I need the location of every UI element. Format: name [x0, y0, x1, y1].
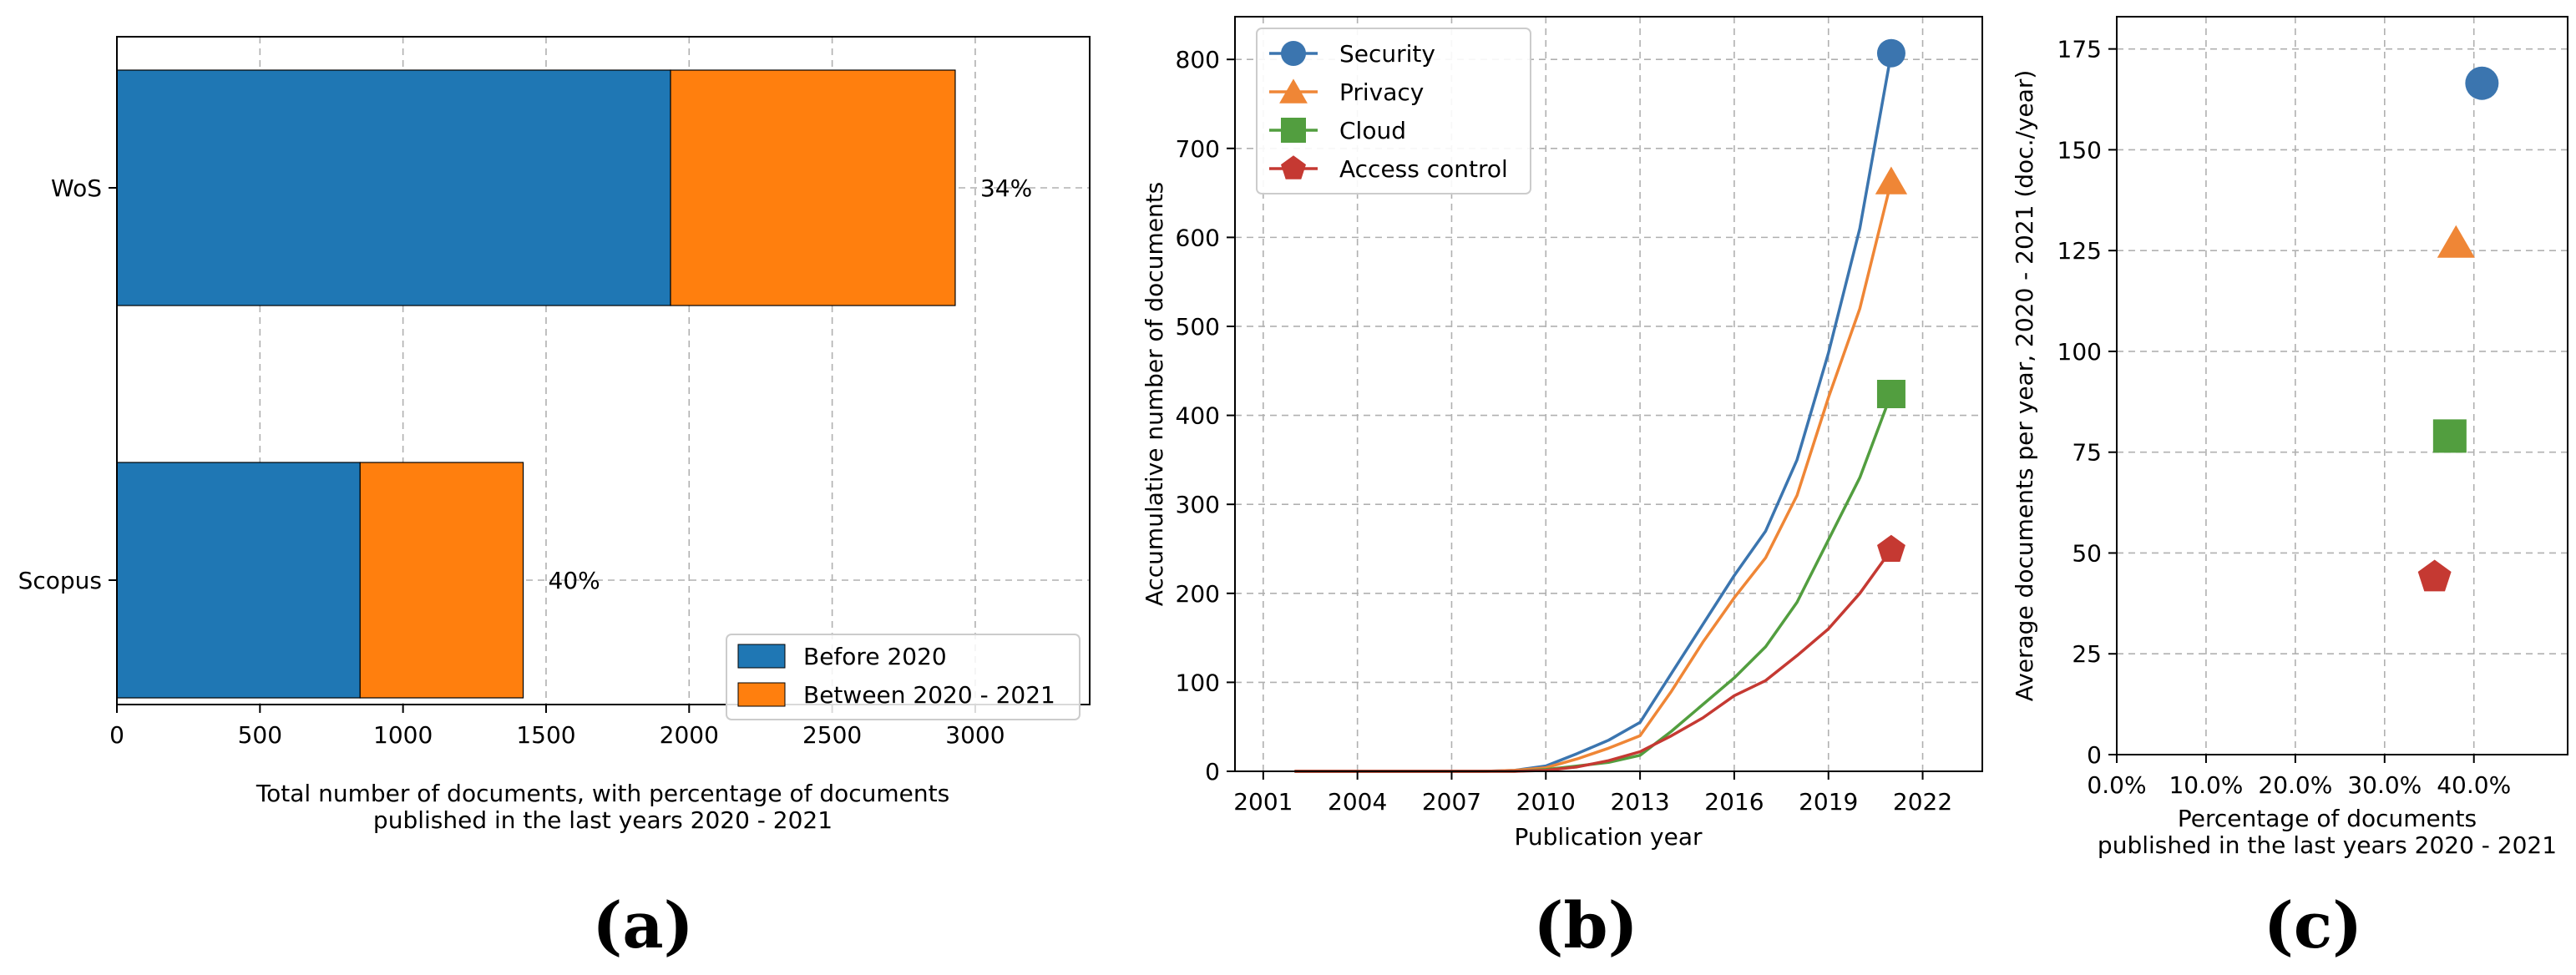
legend-label-cloud: Cloud — [1339, 117, 1406, 144]
x-tick-label-2500: 2500 — [802, 721, 862, 749]
x-tick-label-1000: 1000 — [373, 721, 433, 749]
panel-b-x-ticks: 2001 2004 2007 2010 2013 2016 2019 2022 — [1233, 771, 1952, 816]
legend-label-access-control: Access control — [1339, 155, 1508, 183]
y-tick-label-100: 100 — [1176, 669, 1220, 696]
x-tick-label-0: 0 — [109, 721, 124, 749]
legend-swatch-between-2020-2021 — [737, 682, 786, 707]
marker-privacy-2021 — [1875, 166, 1908, 194]
bar-wos-before-2020 — [116, 69, 671, 306]
bar-scopus-between-2020-2021 — [359, 462, 524, 699]
x-tick-label-2019: 2019 — [1799, 788, 1858, 816]
panel-c-gridlines — [2117, 17, 2568, 755]
panel-a-annotations: 40% 34% — [549, 174, 1033, 594]
annotation-scopus: 40% — [549, 567, 600, 594]
legend-marker-cloud — [1281, 118, 1306, 143]
marker-security-2021 — [1876, 38, 1905, 68]
legend-label-between-2020-2021: Between 2020 - 2021 — [803, 681, 1055, 709]
x-tick-label-2010: 2010 — [1516, 788, 1576, 816]
point-privacy — [2437, 225, 2475, 258]
y-tick-label-200: 200 — [1176, 580, 1220, 608]
panel-b-caption: (b) — [1533, 888, 1637, 962]
panel-a-caption: (a) — [592, 888, 693, 962]
x-tick-label-0: 0.0% — [2087, 771, 2146, 799]
panel-b-legend: Security Privacy Cloud Access control — [1256, 28, 1531, 194]
panel-c-x-label-line2: published in the last years 2020 - 2021 — [2098, 831, 2557, 859]
bar-wos-between-2020-2021 — [670, 69, 956, 306]
y-tick-label-125: 125 — [2057, 237, 2102, 265]
y-tick-label-0: 0 — [1205, 758, 1220, 786]
legend-label-before-2020: Before 2020 — [803, 643, 947, 670]
x-tick-label-30: 30.0% — [2347, 771, 2422, 799]
panel-b-axes-frame — [1234, 16, 1983, 772]
x-tick-label-2001: 2001 — [1233, 788, 1293, 816]
marker-access-control-2021 — [1877, 534, 1905, 562]
x-tick-label-1500: 1500 — [516, 721, 575, 749]
x-tick-label-2016: 2016 — [1704, 788, 1764, 816]
y-tick-label-400: 400 — [1176, 402, 1220, 430]
y-tick-label-scopus: Scopus — [18, 567, 102, 594]
y-tick-label-50: 50 — [2072, 539, 2102, 567]
y-tick-label-wos: WoS — [51, 174, 102, 202]
y-tick-label-100: 100 — [2057, 338, 2102, 366]
x-tick-label-2013: 2013 — [1610, 788, 1669, 816]
annotation-wos: 34% — [980, 174, 1032, 202]
panel-b-x-label: Publication year — [1514, 823, 1703, 851]
panel-b-y-ticks: 0 100 200 300 400 500 600 700 800 — [1176, 46, 1235, 786]
panel-b-line-chart: 2001 2004 2007 2010 2013 2016 2019 2022 0 100 200… — [1141, 16, 1983, 962]
y-tick-label-25: 25 — [2072, 640, 2102, 668]
panel-a-x-label-line2: published in the last years 2020 - 2021 — [373, 806, 833, 834]
panel-b-y-label: Accumulative number of documents — [1141, 182, 1168, 607]
panel-a-bar-chart: 0 500 1000 1500 2000 2500 3000 Scopus WoS 40% 34… — [18, 36, 1091, 962]
y-tick-label-600: 600 — [1176, 224, 1220, 251]
y-tick-label-75: 75 — [2072, 439, 2102, 467]
panel-c-caption: (c) — [2264, 888, 2362, 962]
x-tick-label-2004: 2004 — [1328, 788, 1387, 816]
point-access-control — [2417, 559, 2452, 592]
bar-scopus-before-2020 — [116, 462, 361, 699]
point-cloud — [2432, 419, 2467, 453]
panel-c-x-label: Percentage of documents — [2178, 805, 2477, 832]
panel-c-y-label: Average documents per year, 2020 - 2021 … — [2011, 70, 2038, 702]
legend-label-security: Security — [1339, 40, 1435, 68]
panel-a-x-label: Total number of documents, with percenta… — [256, 780, 949, 807]
y-tick-label-700: 700 — [1176, 135, 1220, 163]
x-tick-label-2022: 2022 — [1893, 788, 1952, 816]
panel-c-x-ticks: 0.0% 10.0% 20.0% 30.0% 40.0% — [2087, 755, 2511, 799]
panel-c-y-ticks: 0 25 50 75 100 125 150 175 — [2057, 36, 2117, 769]
y-tick-label-150: 150 — [2057, 136, 2102, 164]
y-tick-label-0: 0 — [2087, 741, 2102, 769]
line-access-control — [1294, 548, 1893, 773]
x-tick-label-10: 10.0% — [2169, 771, 2243, 799]
panel-a-bars — [116, 69, 956, 699]
panel-a-legend-frame — [726, 634, 1081, 720]
legend-swatch-before-2020 — [737, 644, 786, 669]
legend-marker-access-control — [1281, 155, 1306, 179]
panel-c-points — [2417, 66, 2499, 592]
y-tick-label-300: 300 — [1176, 491, 1220, 518]
legend-marker-security — [1281, 41, 1306, 66]
panel-a-axes-frame — [116, 36, 1091, 705]
point-security — [2465, 66, 2499, 100]
y-tick-label-175: 175 — [2057, 36, 2102, 63]
panel-c-axes-frame — [2116, 16, 2568, 755]
panel-a-legend: Before 2020 Between 2020 - 2021 — [726, 634, 1081, 720]
panel-b-legend-frame — [1256, 28, 1531, 194]
x-tick-label-500: 500 — [238, 721, 282, 749]
panel-c-scatter-chart: 0.0% 10.0% 20.0% 30.0% 40.0% 0 25 50 75 100 125 15… — [2011, 16, 2568, 962]
panel-a-y-ticks: Scopus WoS — [18, 174, 117, 594]
legend-marker-privacy — [1279, 78, 1308, 104]
panel-a-x-ticks: 0 500 1000 1500 2000 2500 3000 — [109, 705, 1005, 749]
x-tick-label-2007: 2007 — [1422, 788, 1481, 816]
x-tick-label-3000: 3000 — [945, 721, 1005, 749]
line-cloud — [1294, 393, 1893, 773]
x-tick-label-40: 40.0% — [2437, 771, 2511, 799]
marker-cloud-2021 — [1876, 380, 1905, 408]
legend-label-privacy: Privacy — [1339, 78, 1424, 106]
x-tick-label-2000: 2000 — [660, 721, 719, 749]
x-tick-label-20: 20.0% — [2258, 771, 2332, 799]
y-tick-label-500: 500 — [1176, 313, 1220, 341]
y-tick-label-800: 800 — [1176, 46, 1220, 73]
